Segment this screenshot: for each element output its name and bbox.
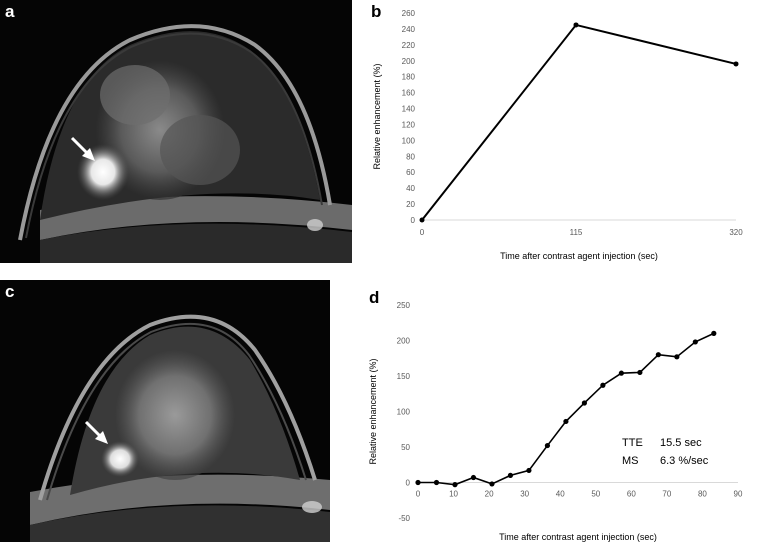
data-point-d	[655, 352, 661, 358]
data-point-b	[573, 22, 579, 28]
panel-label-a: a	[5, 2, 15, 21]
data-point-d	[563, 418, 569, 425]
y-tick-label-b: 120	[402, 120, 416, 129]
mri-image-c: c	[0, 280, 330, 542]
y-tick-label-b: 260	[402, 9, 416, 18]
y-axis-label-d: Relative enhancement (%)	[368, 358, 378, 464]
x-tick-label-d: 80	[698, 490, 707, 499]
y-tick-label-b: 40	[406, 184, 415, 193]
panel-label-b: b	[371, 2, 382, 21]
data-point-d	[618, 370, 624, 376]
data-point-d	[674, 354, 680, 360]
y-tick-label-b: 140	[402, 105, 416, 114]
annotation-value-tte: 15.5 sec	[660, 437, 702, 449]
x-tick-label-b: 320	[729, 228, 743, 237]
y-axis-label-b: Relative enhancement (%)	[372, 63, 382, 169]
y-tick-label-d: 100	[397, 408, 411, 417]
y-tick-label-b: 60	[406, 168, 415, 177]
x-tick-label-d: 50	[591, 490, 600, 499]
data-point-d	[544, 442, 551, 449]
x-tick-label-b: 0	[420, 228, 425, 237]
data-point-d	[526, 467, 532, 474]
annotation-name-tte: TTE	[622, 437, 643, 449]
annotation-name-ms: MS	[622, 455, 639, 467]
x-tick-label-d: 60	[627, 490, 636, 499]
x-tick-label-d: 90	[734, 490, 743, 499]
y-tick-label-b: 20	[406, 200, 415, 209]
x-tick-label-d: 0	[416, 490, 421, 499]
data-point-d	[470, 474, 477, 481]
panel-label-d: d	[369, 288, 380, 307]
y-tick-label-d: 50	[401, 443, 410, 452]
data-point-d	[637, 369, 643, 376]
x-tick-label-d: 70	[662, 490, 671, 499]
y-tick-label-d: 250	[397, 301, 411, 310]
y-tick-label-d: 0	[406, 479, 411, 488]
annotation-value-ms: 6.3 %/sec	[660, 455, 709, 467]
y-tick-label-d: 200	[397, 337, 411, 346]
y-tick-label-b: 180	[402, 73, 416, 82]
panel-label-c: c	[5, 282, 15, 301]
x-axis-label-b: Time after contrast agent injection (sec…	[500, 251, 658, 261]
data-point-d	[489, 481, 495, 487]
data-point-d	[452, 482, 458, 488]
y-tick-label-b: 200	[402, 57, 416, 66]
y-tick-label-b: 80	[406, 152, 415, 161]
y-tick-label-b: 100	[402, 136, 416, 145]
y-tick-label-b: 220	[402, 41, 416, 50]
y-tick-label-b: 160	[402, 89, 416, 98]
data-point-d	[600, 382, 606, 388]
x-tick-label-d: 30	[520, 490, 529, 499]
data-point-d	[711, 330, 717, 336]
x-tick-label-d: 20	[485, 490, 494, 499]
x-tick-label-d: 10	[449, 490, 458, 499]
x-axis-label-d: Time after contrast agent injection (sec…	[499, 532, 657, 542]
y-tick-label-b: 240	[402, 25, 416, 34]
data-point-b	[733, 61, 739, 67]
data-point-d	[581, 400, 588, 406]
y-tick-label-d: -50	[398, 514, 410, 523]
data-point-d	[692, 339, 698, 345]
x-tick-label-b: 115	[570, 228, 583, 237]
mri-image-a: a	[0, 0, 352, 263]
data-point-d	[507, 472, 514, 478]
y-tick-label-d: 150	[397, 372, 411, 381]
data-point-d	[433, 479, 440, 486]
y-tick-label-b: 0	[411, 216, 416, 225]
data-point-d	[415, 479, 421, 486]
data-point-b	[419, 217, 425, 223]
x-tick-label-d: 40	[556, 490, 565, 499]
